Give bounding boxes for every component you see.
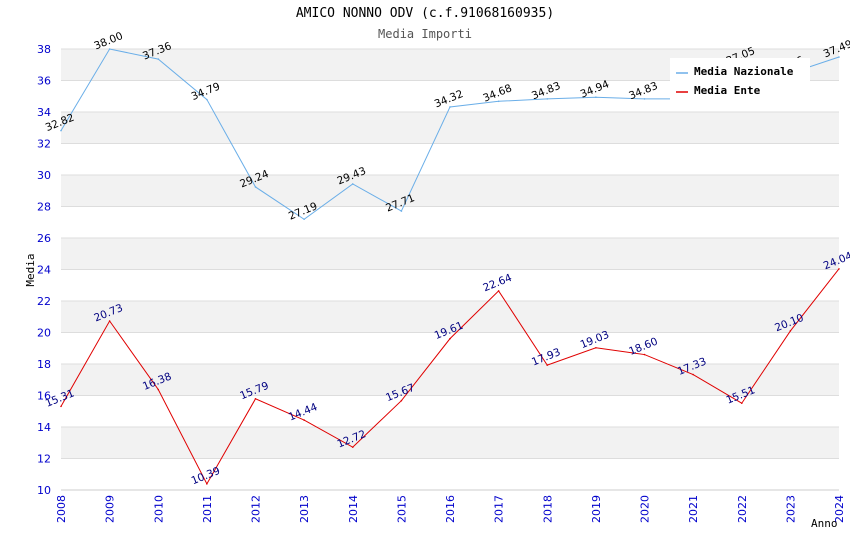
data-point (206, 98, 208, 101)
y-tick-label: 20 (37, 327, 51, 340)
chart-title: AMICO NONNO ODV (c.f.91068160935) (295, 6, 555, 21)
y-tick-label: 26 (37, 232, 51, 245)
y-axis-label: Media (24, 253, 37, 286)
data-point (60, 405, 62, 408)
data-point (157, 388, 160, 391)
x-tick-label: 2015 (395, 495, 408, 523)
data-point (303, 419, 305, 421)
data-point (400, 399, 403, 402)
data-point (157, 58, 160, 60)
x-tick-label: 2021 (687, 495, 700, 523)
data-point (400, 210, 403, 212)
x-tick-label: 2016 (444, 495, 457, 523)
data-point (692, 373, 694, 376)
data-point (449, 337, 451, 340)
x-tick-label: 2012 (250, 495, 263, 523)
y-tick-label: 10 (37, 484, 51, 497)
data-point (60, 129, 62, 132)
grid-band (61, 112, 839, 144)
grid-band (61, 395, 839, 427)
y-tick-label: 28 (37, 201, 51, 214)
y-tick-label: 36 (37, 75, 51, 88)
x-tick-label: 2017 (493, 495, 506, 523)
grid-lines (61, 48, 839, 491)
data-point (643, 98, 646, 100)
grid-band (61, 238, 839, 270)
y-tick-label: 34 (37, 106, 51, 119)
y-tick-label: 18 (37, 358, 51, 371)
y-tick-label: 24 (37, 264, 51, 277)
data-point (351, 446, 354, 448)
data-point (838, 268, 840, 270)
data-point (595, 96, 597, 98)
x-tick-label: 2024 (833, 495, 846, 523)
data-point (108, 320, 111, 322)
data-point (497, 100, 500, 103)
x-tick-label: 2013 (298, 495, 311, 523)
x-tick-label: 2020 (639, 495, 652, 523)
y-tick-label: 38 (37, 43, 51, 56)
grid-band (61, 301, 839, 333)
legend-label-media-ente: Media Ente (694, 84, 761, 97)
y-tick-label: 32 (37, 138, 51, 151)
data-point (254, 186, 257, 188)
grid-band (61, 143, 839, 175)
y-tick-label: 12 (37, 453, 51, 466)
data-point (546, 364, 549, 366)
data-point (303, 218, 305, 221)
data-point (497, 290, 500, 292)
grid-band (61, 206, 839, 238)
data-point (789, 330, 792, 332)
grid-band (61, 364, 839, 396)
grid-band (61, 175, 839, 207)
chart-subtitle: Media Importi (378, 27, 472, 41)
data-point (108, 48, 111, 50)
legend-box (670, 58, 810, 102)
grid-band (61, 427, 839, 459)
legend: Media Nazionale Media Ente (670, 58, 810, 102)
grid-bands (61, 49, 839, 490)
y-tick-label: 16 (37, 390, 51, 403)
grid-band (61, 269, 839, 301)
y-tick-label: 22 (37, 295, 51, 308)
data-point (546, 98, 549, 100)
grid-band (61, 458, 839, 490)
y-tick-label: 14 (37, 421, 51, 434)
data-point (206, 483, 208, 485)
data-point (449, 106, 451, 108)
x-tick-label: 2011 (201, 495, 214, 523)
data-point (838, 56, 840, 58)
data-point (254, 398, 257, 400)
x-tick-label: 2008 (55, 495, 68, 523)
data-point (351, 183, 354, 185)
grid-band (61, 332, 839, 364)
x-tick-label: 2019 (590, 495, 603, 523)
x-tick-label: 2010 (152, 495, 165, 523)
x-tick-label: 2014 (347, 495, 360, 523)
x-tick-label: 2018 (541, 495, 554, 523)
x-axis-ticks: 2008 2009 2010 2011 2012 2013 2014 2015 2016 2017… (55, 495, 846, 523)
x-tick-label: 2009 (104, 495, 117, 523)
x-axis-label: Anno (811, 517, 838, 530)
y-axis-ticks: 10 12 14 16 18 20 22 24 26 28 30 32 34 36 38 (37, 43, 51, 497)
data-point (740, 402, 743, 405)
y-tick-label: 30 (37, 169, 51, 182)
data-point (595, 346, 597, 349)
data-point (643, 353, 646, 356)
x-tick-label: 2023 (784, 495, 797, 523)
x-tick-label: 2022 (736, 495, 749, 523)
legend-label-media-nazionale: Media Nazionale (694, 65, 794, 78)
